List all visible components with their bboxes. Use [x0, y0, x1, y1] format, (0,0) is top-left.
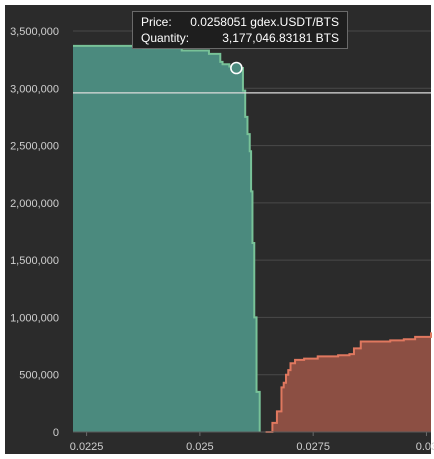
x-tick-label: 0.03: [416, 441, 434, 453]
y-tick-label: 500,000: [19, 370, 59, 382]
tooltip-quantity-value: 3,177,046.83181 BTS: [222, 31, 339, 45]
x-tick-label: 0.025: [186, 441, 214, 453]
y-tick-label: 1,500,000: [10, 255, 59, 267]
tooltip-quantity-label: Quantity:: [141, 31, 190, 45]
y-tick-label: 3,000,000: [10, 83, 59, 95]
tooltip: Price: 0.0258051 gdex.USDT/BTS Quantity:…: [132, 11, 348, 49]
asks-area: [265, 332, 431, 432]
x-tick-label: 0.0275: [296, 441, 330, 453]
y-tick-label: 2,500,000: [10, 141, 59, 153]
tooltip-price-value: 0.0258051 gdex.USDT/BTS: [190, 15, 339, 29]
bids-area: [73, 45, 260, 432]
tooltip-price-row: Price: 0.0258051 gdex.USDT/BTS: [141, 14, 339, 30]
bids-line: [73, 44, 261, 432]
tooltip-price-label: Price:: [141, 15, 172, 29]
x-tick-label: 0.0225: [70, 441, 104, 453]
y-tick-label: 0: [53, 427, 59, 439]
y-tick-label: 3,500,000: [10, 26, 59, 38]
y-tick-label: 1,000,000: [10, 312, 59, 324]
hover-marker: [230, 61, 243, 75]
axis-layer: 0 500,000 1,000,000 1,500,000 2,000,000 2,500…: [10, 26, 434, 453]
y-tick-label: 2,000,000: [10, 198, 59, 210]
marker-layer: [230, 61, 243, 75]
series-layer: [73, 44, 432, 433]
tooltip-quantity-row: Quantity: 3,177,046.83181 BTS: [141, 30, 339, 46]
asks-line: [265, 332, 432, 433]
